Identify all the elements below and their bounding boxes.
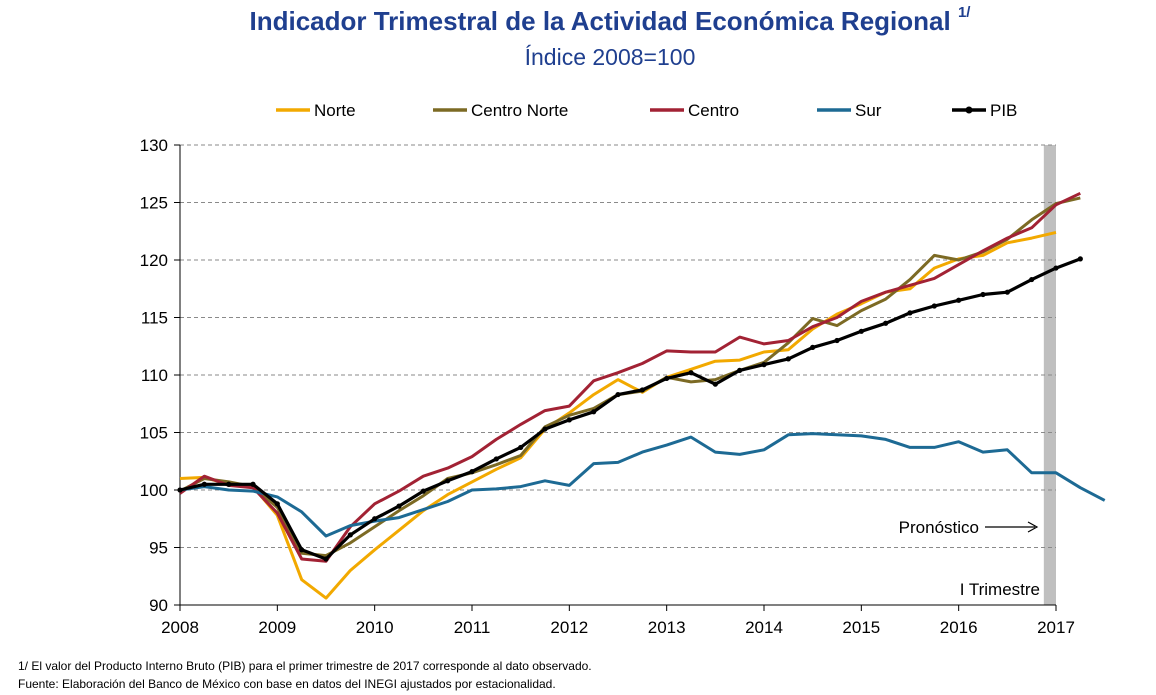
series-point-pib	[396, 503, 402, 509]
series-point-pib	[323, 556, 329, 562]
y-tick-label: 130	[140, 136, 168, 155]
footnote-pib: 1/ El valor del Producto Interno Bruto (…	[18, 659, 592, 673]
series-point-pib	[274, 501, 280, 507]
series-point-pib	[493, 456, 499, 462]
legend-label-pib: PIB	[990, 101, 1017, 120]
legend-label-centro: Centro	[688, 101, 739, 120]
series-point-pib	[372, 516, 378, 522]
series-point-pib	[712, 381, 718, 387]
series-point-pib	[834, 337, 840, 344]
chart-subtitle: Índice 2008=100	[524, 44, 696, 70]
series-point-pib	[956, 297, 962, 303]
series-point-pib	[858, 328, 864, 334]
x-tick-label: 2008	[161, 618, 199, 637]
series-point-pib	[980, 291, 986, 298]
x-tick-label: 2009	[258, 618, 296, 637]
series-point-pib	[469, 469, 475, 475]
x-tick-label: 2010	[356, 618, 394, 637]
series-point-pib	[785, 356, 791, 362]
x-tick-label: 2016	[940, 618, 978, 637]
chart-title: Indicador Trimestral de la Actividad Eco…	[0, 4, 1156, 37]
y-tick-label: 115	[141, 309, 168, 328]
series-line-pib	[179, 257, 1081, 561]
x-tick-label: 2013	[648, 618, 686, 637]
series-point-pib	[201, 481, 207, 487]
series-point-pib	[810, 344, 816, 350]
series-point-pib	[907, 310, 913, 316]
y-tick-label: 120	[140, 251, 168, 270]
legend-label-centro-norte: Centro Norte	[471, 101, 568, 120]
y-tick-label: 105	[140, 424, 168, 443]
y-tick-label: 95	[149, 539, 168, 558]
series-point-pib	[542, 426, 548, 432]
series-point-pib	[737, 367, 743, 373]
series-point-pib	[761, 362, 767, 368]
series-point-pib	[931, 303, 937, 309]
series-line-norte	[179, 230, 1057, 600]
y-tick-label: 110	[141, 366, 168, 385]
forecast-label: Pronóstico	[899, 518, 979, 537]
quarter-label: I Trimestre	[960, 580, 1040, 599]
series-point-pib	[250, 481, 256, 487]
title-footnote-mark: 1/	[957, 4, 971, 21]
legend-label-norte: Norte	[314, 101, 356, 120]
footnote-source: Fuente: Elaboración del Banco de México …	[18, 677, 556, 691]
series-point-pib	[591, 409, 597, 415]
x-tick-label: 2012	[550, 618, 588, 637]
series-point-pib	[420, 488, 426, 494]
series-point-pib	[883, 320, 889, 326]
y-tick-label: 90	[149, 596, 168, 615]
series-point-pib	[177, 487, 183, 493]
x-tick-label: 2014	[745, 618, 783, 637]
x-tick-label: 2015	[842, 618, 880, 637]
series-line-centro-norte	[179, 196, 1081, 558]
chart-title-text: Indicador Trimestral de la Actividad Eco…	[249, 6, 951, 36]
series-point-pib	[1077, 256, 1083, 262]
series-line-centro	[179, 191, 1081, 563]
series-point-pib	[518, 444, 524, 451]
legend-marker-pib	[965, 106, 973, 114]
legend-label-sur: Sur	[855, 101, 882, 120]
series-point-pib	[226, 481, 232, 487]
series-point-pib	[347, 532, 353, 538]
series-point-pib	[664, 375, 670, 382]
y-tick-label: 100	[140, 481, 168, 500]
series-point-pib	[445, 478, 451, 484]
series-point-pib	[1029, 276, 1035, 283]
y-tick-label: 125	[140, 194, 168, 213]
x-tick-label: 2011	[454, 618, 491, 637]
series-point-pib	[299, 547, 305, 553]
series-point-pib	[688, 370, 694, 376]
series-point-pib	[639, 387, 645, 393]
series-line-sur	[179, 432, 1106, 538]
x-tick-label: 2017	[1037, 618, 1075, 637]
forecast-arrow-head	[1027, 521, 1039, 533]
series-point-pib	[566, 417, 572, 423]
series-point-pib	[1053, 265, 1059, 271]
series-point-pib	[1004, 289, 1010, 295]
series-point-pib	[615, 391, 621, 398]
